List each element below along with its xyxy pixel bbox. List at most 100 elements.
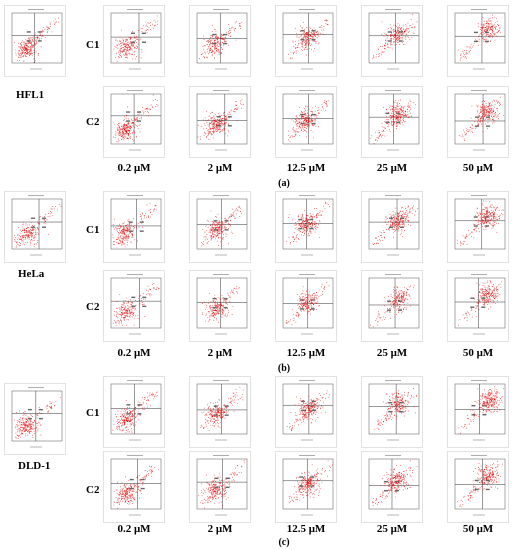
scatter-point bbox=[392, 109, 393, 111]
quadrant-marker bbox=[475, 125, 480, 127]
scatter-point bbox=[124, 44, 125, 46]
scatter-point bbox=[319, 220, 320, 222]
scatter-point bbox=[299, 229, 301, 231]
scatter-point bbox=[211, 234, 213, 236]
scatter-svg bbox=[189, 86, 251, 158]
scatter-point bbox=[305, 113, 307, 115]
plot-frame bbox=[11, 12, 63, 64]
scatter-point bbox=[209, 49, 211, 51]
scatter-point bbox=[222, 237, 223, 239]
scatter-point bbox=[400, 220, 402, 222]
scatter-point bbox=[288, 236, 290, 238]
scatter-point bbox=[130, 48, 132, 50]
scatter-point bbox=[306, 118, 308, 120]
scatter-point bbox=[203, 56, 205, 58]
scatter-point bbox=[471, 231, 472, 233]
scatter-point bbox=[395, 39, 397, 41]
scatter-point bbox=[220, 36, 222, 38]
scatter-point bbox=[313, 33, 315, 35]
scatter-point bbox=[494, 111, 496, 113]
scatter-point bbox=[216, 216, 217, 218]
scatter-point bbox=[307, 215, 309, 217]
scatter-point bbox=[212, 228, 214, 230]
scatter-point bbox=[228, 131, 230, 133]
scatter-point bbox=[298, 115, 300, 117]
scatter-point bbox=[125, 128, 127, 130]
scatter-point bbox=[393, 41, 395, 43]
scatter-point bbox=[213, 221, 215, 223]
scatter-point bbox=[123, 116, 125, 118]
scatter-point bbox=[214, 304, 216, 306]
scatter-point bbox=[26, 42, 28, 44]
flow-plot-c1-2 bbox=[189, 5, 251, 77]
scatter-point bbox=[295, 224, 297, 226]
scatter-point bbox=[237, 209, 239, 211]
scatter-point bbox=[483, 219, 484, 221]
scatter-point bbox=[315, 116, 317, 118]
scatter-point bbox=[499, 28, 501, 30]
scatter-point bbox=[36, 42, 38, 44]
scatter-point bbox=[203, 44, 205, 46]
scatter-point bbox=[307, 106, 309, 108]
scatter-point bbox=[148, 215, 150, 217]
scatter-point bbox=[118, 321, 120, 323]
scatter-point bbox=[389, 213, 391, 215]
scatter-point bbox=[486, 212, 488, 213]
scatter-point bbox=[142, 212, 143, 214]
scatter-point bbox=[209, 131, 211, 133]
scatter-point bbox=[496, 20, 498, 22]
scatter-point bbox=[388, 123, 390, 125]
quadrant-marker bbox=[139, 221, 144, 223]
scatter-point bbox=[482, 220, 484, 222]
scatter-point bbox=[493, 99, 495, 101]
scatter-point bbox=[397, 218, 399, 220]
scatter-point bbox=[466, 130, 468, 132]
scatter-point bbox=[316, 117, 318, 119]
scatter-point bbox=[117, 230, 119, 232]
scatter-point bbox=[215, 31, 217, 33]
scatter-point bbox=[21, 231, 23, 233]
scatter-point bbox=[402, 110, 404, 112]
scatter-point bbox=[403, 44, 405, 46]
scatter-point bbox=[482, 28, 484, 30]
scatter-point bbox=[402, 33, 404, 35]
quadrant-marker bbox=[224, 220, 229, 222]
scatter-point bbox=[116, 132, 118, 134]
scatter-point bbox=[27, 46, 29, 47]
scatter-point bbox=[400, 114, 402, 115]
scatter-point bbox=[119, 232, 121, 233]
scatter-point bbox=[489, 35, 491, 37]
scatter-point bbox=[317, 213, 319, 215]
scatter-point bbox=[394, 220, 396, 222]
scatter-point bbox=[497, 218, 499, 220]
scatter-point bbox=[381, 50, 383, 52]
scatter-point bbox=[25, 231, 27, 233]
scatter-point bbox=[488, 26, 490, 28]
scatter-point bbox=[408, 220, 410, 221]
quadrant-marker bbox=[398, 40, 403, 42]
scatter-point bbox=[311, 222, 313, 224]
scatter-point bbox=[399, 110, 400, 112]
scatter-point bbox=[384, 231, 386, 233]
scatter-point bbox=[237, 108, 239, 110]
scatter-point bbox=[326, 202, 328, 204]
scatter-point bbox=[30, 229, 32, 230]
scatter-point bbox=[387, 126, 389, 128]
scatter-point bbox=[124, 44, 126, 46]
scatter-point bbox=[482, 103, 483, 105]
scatter-point bbox=[128, 218, 130, 220]
scatter-point bbox=[153, 287, 155, 289]
scatter-point bbox=[217, 237, 219, 239]
scatter-point bbox=[301, 128, 303, 130]
scatter-point bbox=[119, 49, 121, 51]
scatter-point bbox=[306, 224, 308, 226]
scatter-point bbox=[489, 28, 491, 30]
scatter-point bbox=[491, 29, 493, 31]
scatter-point bbox=[394, 29, 396, 31]
scatter-point bbox=[145, 294, 147, 296]
scatter-point bbox=[22, 226, 24, 228]
scatter-point bbox=[472, 45, 474, 47]
scatter-point bbox=[402, 211, 404, 213]
scatter-point bbox=[30, 242, 31, 244]
scatter-point bbox=[301, 38, 303, 40]
